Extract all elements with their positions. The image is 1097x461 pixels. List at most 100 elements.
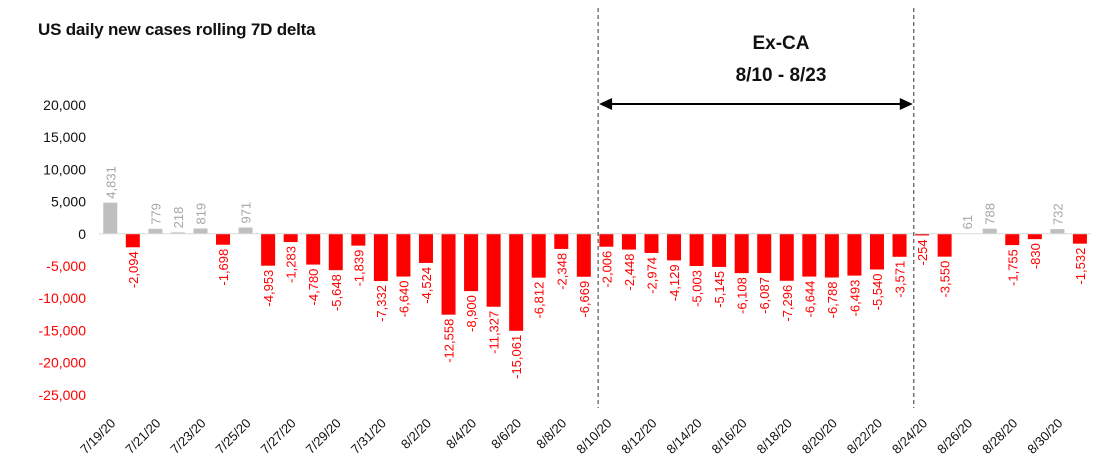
bar <box>689 233 704 267</box>
x-tick-label: 7/31/20 <box>348 416 389 457</box>
data-label: -4,780 <box>306 269 321 306</box>
data-label: 788 <box>983 203 998 225</box>
data-label: -2,094 <box>126 251 141 288</box>
data-label: -15,061 <box>509 335 524 379</box>
data-label: -5,540 <box>870 273 885 310</box>
bar <box>216 233 231 245</box>
bar <box>757 233 772 274</box>
x-tick-label: 7/19/20 <box>77 416 118 457</box>
data-label: -3,571 <box>893 261 908 298</box>
annotation-line-2: 8/10 - 8/23 <box>735 65 827 86</box>
data-label: 779 <box>148 203 163 225</box>
y-tick-label: -5,000 <box>46 258 86 274</box>
bar <box>824 233 839 278</box>
y-tick-label: -15,000 <box>39 322 87 338</box>
data-label: -2,348 <box>554 253 569 290</box>
x-tick-label: 8/8/20 <box>533 416 569 452</box>
bar <box>464 233 479 292</box>
bar <box>1050 229 1065 234</box>
x-tick-label: 8/14/20 <box>663 416 704 457</box>
bar <box>328 233 343 271</box>
bar <box>1027 233 1042 240</box>
y-tick-label: 20,000 <box>43 97 86 113</box>
data-label: -3,550 <box>938 261 953 298</box>
bar <box>1005 233 1020 246</box>
bar <box>712 233 727 267</box>
bar <box>554 233 569 249</box>
bar <box>644 233 659 253</box>
x-tick-label: 8/22/20 <box>844 416 885 457</box>
bar <box>802 233 817 277</box>
bar <box>869 233 884 270</box>
data-label: -6,812 <box>532 282 547 319</box>
bar <box>125 233 140 248</box>
bar <box>283 233 298 243</box>
data-label: -5,648 <box>329 274 344 311</box>
data-label: -6,644 <box>802 281 817 318</box>
data-label: -6,669 <box>577 281 592 318</box>
bar <box>418 233 433 263</box>
x-tick-label: 8/12/20 <box>618 416 659 457</box>
data-label: 61 <box>960 215 975 229</box>
bar <box>486 233 501 307</box>
data-label: -4,953 <box>261 270 276 307</box>
data-label: -1,698 <box>216 249 231 286</box>
bar <box>599 233 614 247</box>
bar <box>238 227 253 234</box>
bar <box>915 233 930 236</box>
data-label: -1,283 <box>284 246 299 283</box>
data-label: -6,087 <box>757 277 772 314</box>
y-tick-label: 0 <box>78 226 86 242</box>
bar <box>982 228 997 234</box>
data-label: 819 <box>193 203 208 225</box>
data-label: -6,493 <box>847 280 862 317</box>
data-label: -6,108 <box>735 277 750 314</box>
bar <box>193 228 208 234</box>
bar <box>576 233 591 277</box>
y-tick-label: 15,000 <box>43 129 86 145</box>
data-label: 218 <box>171 207 186 229</box>
annotation-line-1: Ex-CA <box>752 33 810 54</box>
x-tick-label: 7/27/20 <box>258 416 299 457</box>
x-tick-label: 7/21/20 <box>122 416 163 457</box>
bar <box>892 233 907 257</box>
data-label: -6,640 <box>396 281 411 318</box>
y-tick-label: 5,000 <box>51 194 86 210</box>
data-label: -830 <box>1028 243 1043 269</box>
x-tick-label: 8/6/20 <box>488 416 524 452</box>
x-tick-label: 8/4/20 <box>443 416 479 452</box>
data-label: -254 <box>915 239 930 265</box>
data-label: -2,006 <box>599 251 614 288</box>
bar <box>937 233 952 257</box>
data-label: -6,788 <box>825 282 840 319</box>
x-tick-label: 8/26/20 <box>934 416 975 457</box>
y-tick-label: -25,000 <box>39 387 87 403</box>
data-label: -1,839 <box>351 250 366 287</box>
x-tick-label: 8/20/20 <box>799 416 840 457</box>
data-label: -12,558 <box>442 319 457 363</box>
bar <box>1072 233 1087 244</box>
y-tick-label: 10,000 <box>43 161 86 177</box>
x-tick-label: 8/10/20 <box>573 416 614 457</box>
bar <box>667 233 682 261</box>
data-label: -2,974 <box>644 257 659 294</box>
bar <box>306 233 321 265</box>
y-tick-label: -10,000 <box>39 290 87 306</box>
data-label: 4,831 <box>103 166 118 199</box>
bar <box>847 233 862 276</box>
data-label: -7,296 <box>780 285 795 322</box>
data-label: -2,448 <box>622 254 637 291</box>
bar <box>734 233 749 274</box>
data-label: -11,327 <box>487 311 502 354</box>
y-tick-label: -20,000 <box>39 355 87 371</box>
data-label: -5,003 <box>690 270 705 307</box>
x-tick-label: 8/28/20 <box>979 416 1020 457</box>
data-label: -1,532 <box>1073 248 1088 285</box>
bar <box>396 233 411 277</box>
data-label: -5,145 <box>712 271 727 308</box>
data-label: 971 <box>239 202 254 224</box>
bar <box>621 233 636 250</box>
bar <box>148 228 163 234</box>
bar <box>531 233 546 278</box>
x-tick-label: 7/25/20 <box>212 416 253 457</box>
